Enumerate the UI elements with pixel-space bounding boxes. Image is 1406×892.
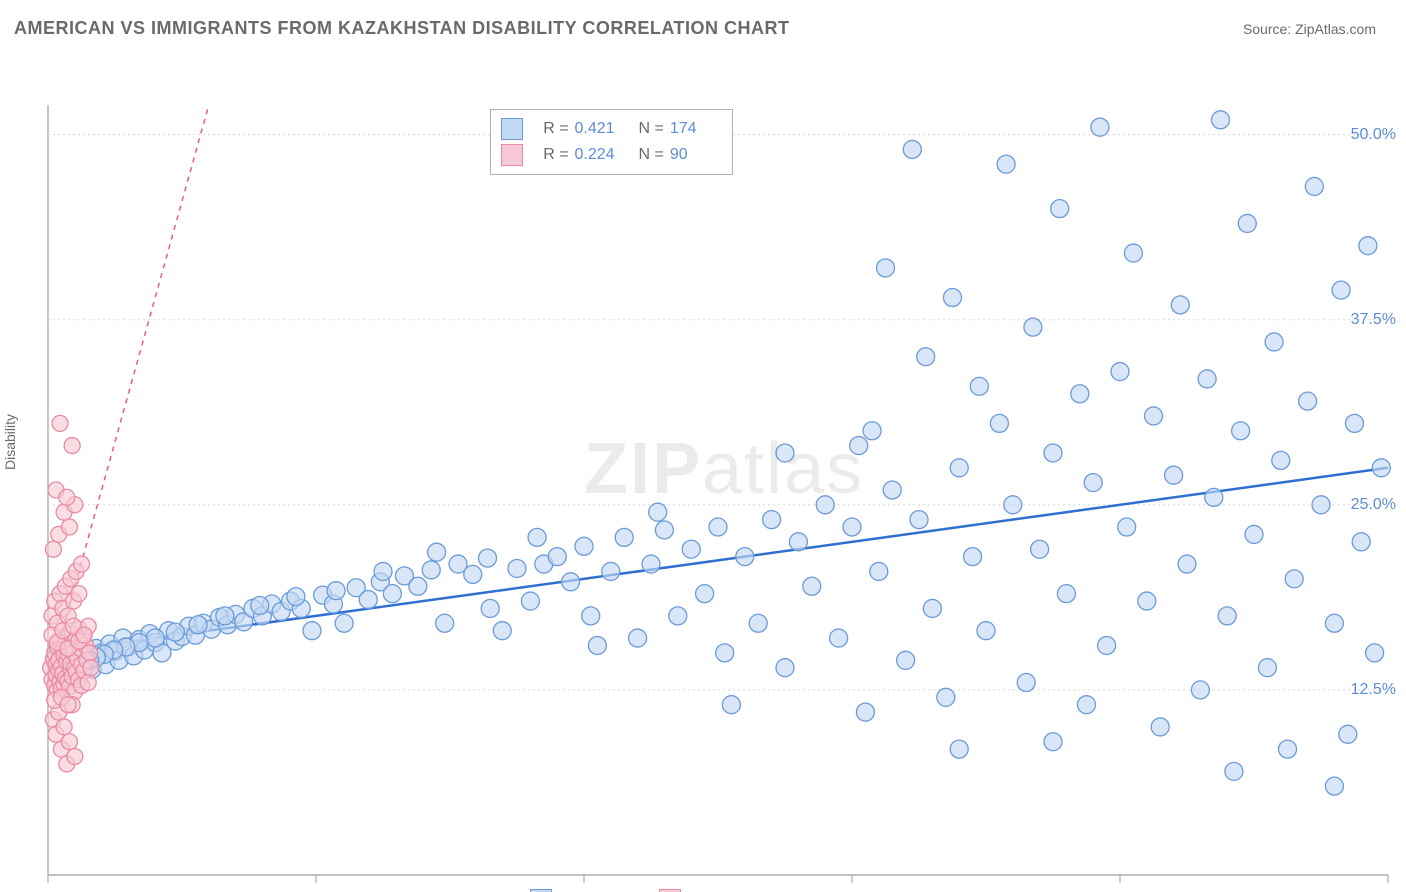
- n-label: N =: [639, 146, 664, 164]
- correlation-legend: R = 0.421 N = 174 R = 0.224 N = 90: [490, 109, 733, 175]
- r-value: 0.421: [575, 120, 627, 138]
- r-label: R =: [543, 146, 568, 164]
- y-tick-label: 37.5%: [1351, 311, 1406, 329]
- n-value: 174: [670, 120, 722, 138]
- y-tick-label: 50.0%: [1351, 126, 1406, 144]
- r-label: R =: [543, 120, 568, 138]
- r-value: 0.224: [575, 146, 627, 164]
- chart-header: AMERICAN VS IMMIGRANTS FROM KAZAKHSTAN D…: [0, 0, 1406, 39]
- y-tick-label: 12.5%: [1351, 681, 1406, 699]
- correlation-legend-row: R = 0.224 N = 90: [501, 142, 722, 168]
- chart-title: AMERICAN VS IMMIGRANTS FROM KAZAKHSTAN D…: [14, 18, 789, 39]
- legend-swatch: [501, 118, 523, 140]
- chart-source: Source: ZipAtlas.com: [1243, 21, 1376, 37]
- plot-area: Disability ZIPatlas R =0.421N =174R =0.2…: [0, 47, 1406, 892]
- n-value: 90: [670, 146, 722, 164]
- y-tick-label: 25.0%: [1351, 496, 1406, 514]
- y-axis-label: Disability: [2, 414, 18, 470]
- legend-swatch: [501, 144, 523, 166]
- correlation-legend-row: R = 0.421 N = 174: [501, 116, 722, 142]
- n-label: N =: [639, 120, 664, 138]
